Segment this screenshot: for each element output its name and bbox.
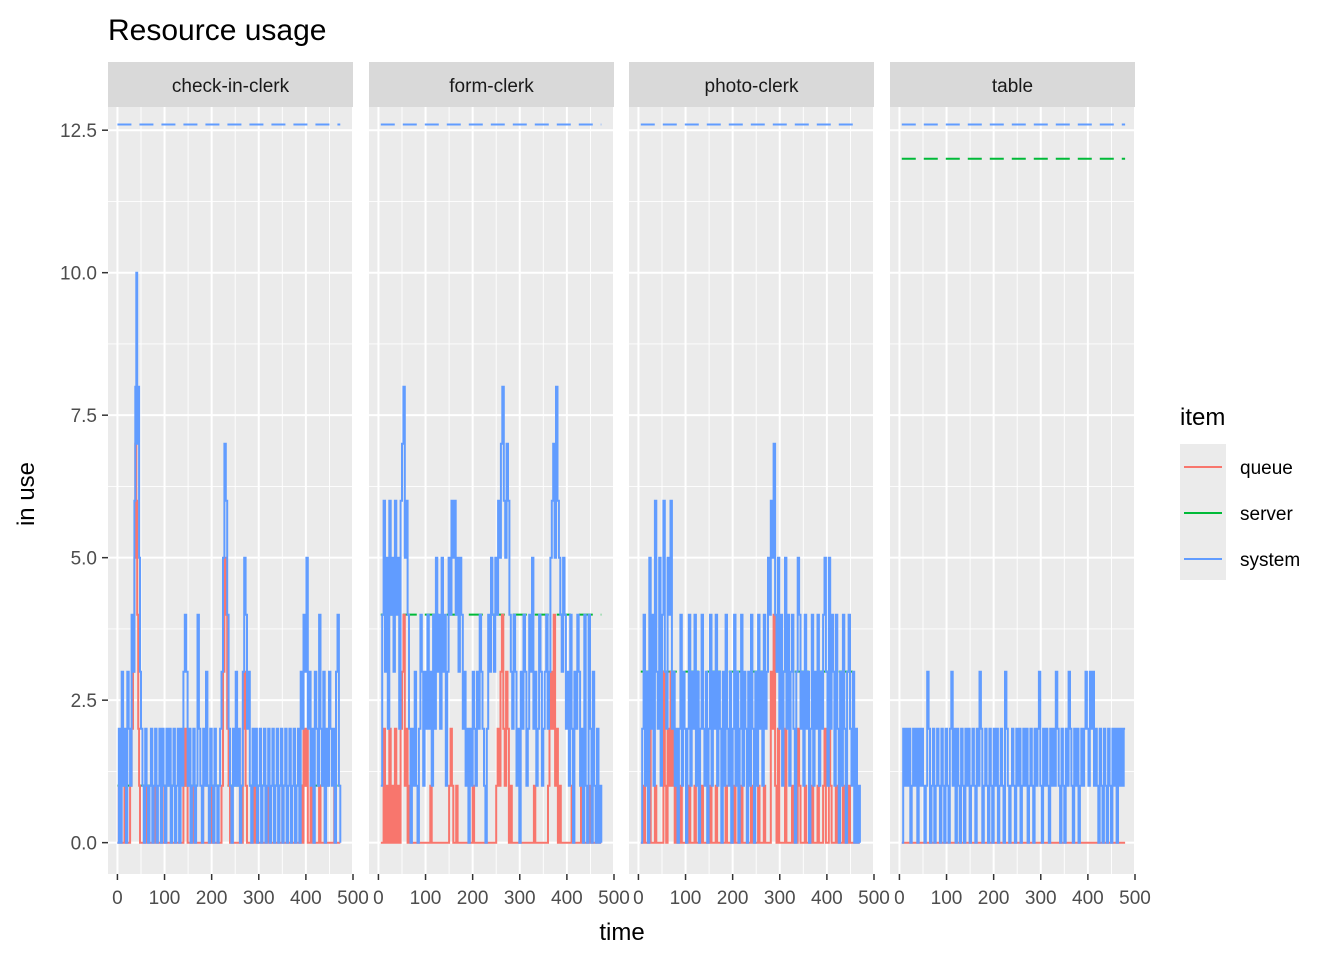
strip-background xyxy=(629,62,874,107)
x-tick-label: 200 xyxy=(457,888,489,909)
system-series-line xyxy=(901,670,1126,844)
y-axis-title: in use xyxy=(13,462,40,526)
x-tick-label: 100 xyxy=(149,888,181,909)
legend-label-server: server xyxy=(1240,504,1293,525)
strip-label: check-in-clerk xyxy=(172,76,290,97)
x-tick-label: 200 xyxy=(717,888,749,909)
system-series-line xyxy=(380,385,603,844)
legend-entries: queue server system xyxy=(1184,458,1300,571)
strip-label: form-clerk xyxy=(449,76,534,97)
series-group xyxy=(640,123,861,844)
x-tick-label: 200 xyxy=(978,888,1010,909)
x-tick-label: 100 xyxy=(670,888,702,909)
y-tick-label: 2.5 xyxy=(71,691,97,712)
x-tick-label: 100 xyxy=(410,888,442,909)
strip-label: table xyxy=(992,76,1033,97)
x-tick-label: 400 xyxy=(290,888,322,909)
legend-label-queue: queue xyxy=(1240,458,1293,479)
facet-panel-form-clerk: form-clerk 0 100 200 300 400 500 xyxy=(369,62,630,909)
y-tick-label: 7.5 xyxy=(71,406,97,427)
series-group xyxy=(380,123,603,844)
series-group xyxy=(117,123,342,844)
queue-series-line xyxy=(117,442,341,844)
system-series-line xyxy=(640,442,861,844)
x-tick-label: 300 xyxy=(243,888,275,909)
x-tick-label: 400 xyxy=(811,888,843,909)
x-tick-label: 400 xyxy=(1072,888,1104,909)
facet-panel-check-in-clerk: check-in-clerk 0 100 200 300 400 500 xyxy=(108,62,369,909)
facet-panel-table: table 0 100 200 300 400 500 xyxy=(890,62,1151,909)
legend: item queue server system xyxy=(1180,404,1300,580)
x-tick-label: 300 xyxy=(764,888,796,909)
x-tick-label: 300 xyxy=(504,888,536,909)
x-tick-label: 0 xyxy=(112,888,123,909)
strip-background xyxy=(369,62,614,107)
y-tick-label: 0.0 xyxy=(71,834,97,855)
x-tick-label: 100 xyxy=(931,888,963,909)
y-axis: 0.0 2.5 5.0 7.5 10.0 12.5 xyxy=(60,121,108,855)
y-tick-label: 10.0 xyxy=(60,264,97,285)
legend-title: item xyxy=(1180,404,1225,431)
x-tick-label: 200 xyxy=(196,888,228,909)
x-tick-label: 0 xyxy=(633,888,644,909)
strip-background xyxy=(108,62,353,107)
x-tick-label: 500 xyxy=(858,888,890,909)
y-tick-label: 5.0 xyxy=(71,549,97,570)
legend-label-system: system xyxy=(1240,550,1300,571)
x-axis-title: time xyxy=(599,919,644,946)
x-tick-label: 0 xyxy=(894,888,905,909)
facet-panel-photo-clerk: photo-clerk 0 100 200 300 400 500 xyxy=(629,62,890,909)
x-tick-label: 0 xyxy=(373,888,384,909)
x-tick-label: 300 xyxy=(1025,888,1057,909)
system-series-line xyxy=(117,271,342,844)
x-tick-label: 500 xyxy=(337,888,369,909)
x-tick-label: 500 xyxy=(598,888,630,909)
strip-background xyxy=(890,62,1135,107)
chart-title: Resource usage xyxy=(108,14,326,47)
y-tick-label: 12.5 xyxy=(60,121,97,142)
x-tick-label: 400 xyxy=(551,888,583,909)
series-group xyxy=(901,123,1126,844)
strip-label: photo-clerk xyxy=(705,76,799,97)
x-tick-label: 500 xyxy=(1119,888,1151,909)
